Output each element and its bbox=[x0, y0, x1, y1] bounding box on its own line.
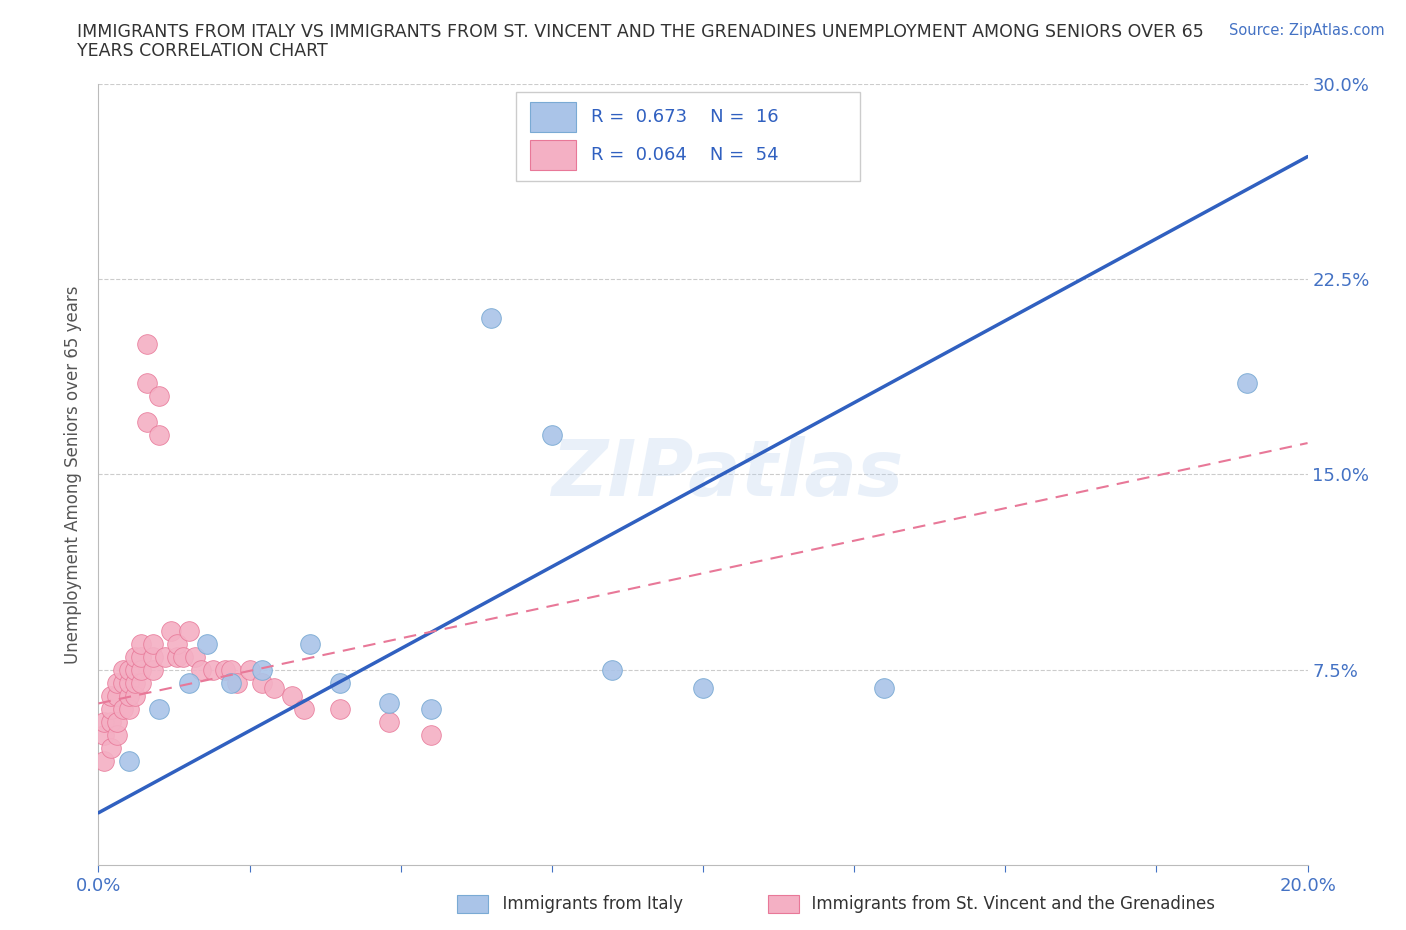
FancyBboxPatch shape bbox=[530, 102, 576, 132]
Point bbox=[160, 623, 183, 638]
Point bbox=[540, 428, 562, 443]
Point bbox=[377, 696, 399, 711]
Text: R =  0.673    N =  16: R = 0.673 N = 16 bbox=[591, 108, 778, 126]
Point bbox=[118, 701, 141, 716]
Point bbox=[142, 662, 165, 677]
Point bbox=[190, 662, 212, 677]
Point bbox=[299, 636, 322, 651]
Point bbox=[148, 389, 170, 404]
Point bbox=[148, 428, 170, 443]
Text: ZIPatlas: ZIPatlas bbox=[551, 436, 903, 512]
Point bbox=[329, 701, 352, 716]
Point bbox=[239, 662, 262, 677]
Point bbox=[250, 675, 273, 690]
Point bbox=[420, 727, 443, 742]
Point bbox=[129, 649, 152, 664]
Point bbox=[481, 311, 503, 325]
Point bbox=[214, 662, 236, 677]
Point bbox=[111, 701, 134, 716]
Point bbox=[142, 636, 165, 651]
Point bbox=[118, 662, 141, 677]
Text: Immigrants from St. Vincent and the Grenadines: Immigrants from St. Vincent and the Gren… bbox=[801, 895, 1215, 913]
Text: Immigrants from Italy: Immigrants from Italy bbox=[492, 895, 683, 913]
Point bbox=[292, 701, 315, 716]
Point bbox=[118, 753, 141, 768]
Point bbox=[172, 649, 194, 664]
Point bbox=[129, 636, 152, 651]
FancyBboxPatch shape bbox=[530, 140, 576, 169]
Text: Source: ZipAtlas.com: Source: ZipAtlas.com bbox=[1229, 23, 1385, 38]
Text: IMMIGRANTS FROM ITALY VS IMMIGRANTS FROM ST. VINCENT AND THE GRENADINES UNEMPLOY: IMMIGRANTS FROM ITALY VS IMMIGRANTS FROM… bbox=[77, 23, 1204, 41]
Point bbox=[221, 662, 243, 677]
Point bbox=[124, 675, 146, 690]
Point bbox=[226, 675, 249, 690]
Point bbox=[100, 740, 122, 755]
FancyBboxPatch shape bbox=[516, 91, 860, 181]
Point bbox=[118, 675, 141, 690]
Point bbox=[602, 662, 624, 677]
Point bbox=[195, 636, 218, 651]
Point bbox=[105, 675, 128, 690]
Point bbox=[263, 681, 285, 696]
Point bbox=[153, 649, 176, 664]
Point bbox=[93, 714, 115, 729]
Point bbox=[129, 675, 152, 690]
Point bbox=[93, 727, 115, 742]
Point bbox=[873, 681, 896, 696]
Point bbox=[105, 727, 128, 742]
Point bbox=[124, 688, 146, 703]
Point bbox=[118, 688, 141, 703]
Point bbox=[692, 681, 714, 696]
Point bbox=[202, 662, 225, 677]
Point bbox=[105, 714, 128, 729]
Point bbox=[329, 675, 352, 690]
Point bbox=[105, 688, 128, 703]
Point bbox=[166, 649, 188, 664]
Point bbox=[420, 701, 443, 716]
Text: R =  0.064    N =  54: R = 0.064 N = 54 bbox=[591, 146, 778, 164]
Point bbox=[100, 714, 122, 729]
Point bbox=[111, 662, 134, 677]
Point bbox=[148, 701, 170, 716]
Point bbox=[377, 714, 399, 729]
Point bbox=[250, 662, 273, 677]
Point bbox=[100, 688, 122, 703]
Point bbox=[124, 649, 146, 664]
Point bbox=[100, 701, 122, 716]
Point bbox=[221, 675, 243, 690]
Point bbox=[1236, 376, 1258, 391]
Point bbox=[93, 753, 115, 768]
Point bbox=[129, 662, 152, 677]
Point bbox=[135, 337, 157, 352]
Point bbox=[135, 376, 157, 391]
Point bbox=[179, 623, 201, 638]
Point bbox=[124, 662, 146, 677]
Point bbox=[179, 675, 201, 690]
Point bbox=[142, 649, 165, 664]
Point bbox=[135, 415, 157, 430]
Y-axis label: Unemployment Among Seniors over 65 years: Unemployment Among Seniors over 65 years bbox=[65, 286, 83, 663]
Point bbox=[184, 649, 207, 664]
Point bbox=[281, 688, 304, 703]
Text: YEARS CORRELATION CHART: YEARS CORRELATION CHART bbox=[77, 42, 328, 60]
Point bbox=[166, 636, 188, 651]
Point bbox=[111, 675, 134, 690]
